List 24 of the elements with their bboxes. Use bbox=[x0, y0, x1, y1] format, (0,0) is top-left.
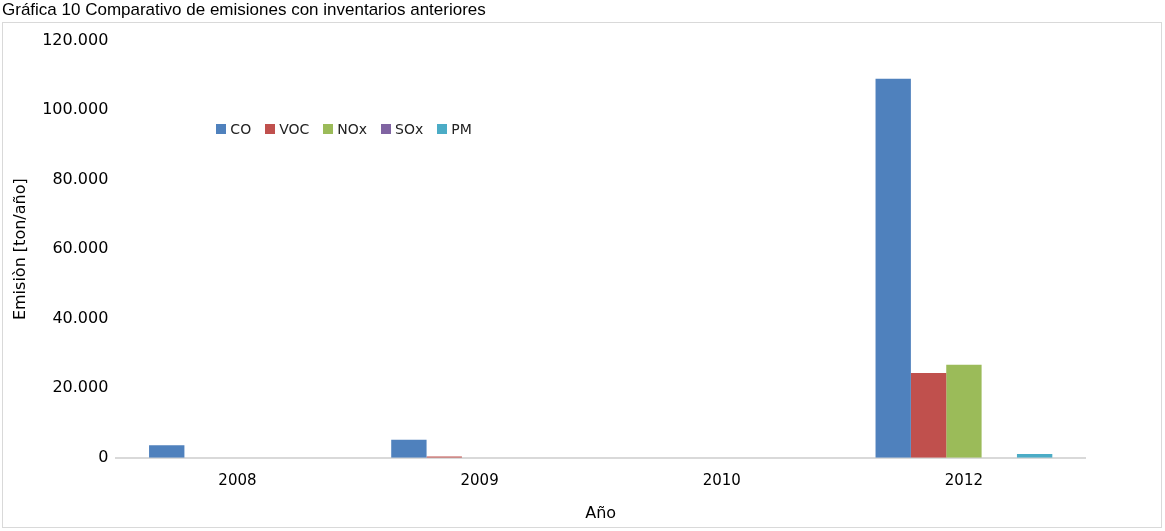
legend-label: SOx bbox=[395, 120, 424, 137]
bar bbox=[946, 364, 982, 458]
x-tick-label: 2008 bbox=[218, 470, 257, 489]
legend-label: CO bbox=[230, 120, 252, 137]
y-tick-label: 100.000 bbox=[42, 99, 109, 119]
x-axis-title: Año bbox=[585, 502, 617, 522]
x-tick-label: 2010 bbox=[702, 470, 741, 489]
y-tick-label: 60.000 bbox=[52, 238, 109, 258]
legend-label: VOC bbox=[279, 120, 310, 137]
y-tick-label: 80.000 bbox=[52, 168, 109, 188]
legend-label: PM bbox=[451, 120, 472, 137]
y-tick-label: 0 bbox=[98, 446, 109, 466]
bar bbox=[149, 445, 185, 458]
bar bbox=[391, 439, 427, 458]
bar bbox=[910, 372, 947, 458]
y-axis-title: Emisiòn [ton/año] bbox=[9, 178, 29, 321]
y-tick-label: 20.000 bbox=[52, 377, 109, 397]
chart-title: Gráfica 10 Comparativo de emisiones con inventarios anteriores bbox=[2, 0, 486, 20]
y-tick-label: 40.000 bbox=[52, 307, 109, 327]
x-tick-label: 2012 bbox=[944, 470, 984, 489]
legend-label: NOx bbox=[337, 120, 368, 137]
bar bbox=[875, 78, 911, 458]
y-tick-label: 120.000 bbox=[42, 29, 109, 49]
x-tick-label: 2009 bbox=[460, 470, 499, 489]
